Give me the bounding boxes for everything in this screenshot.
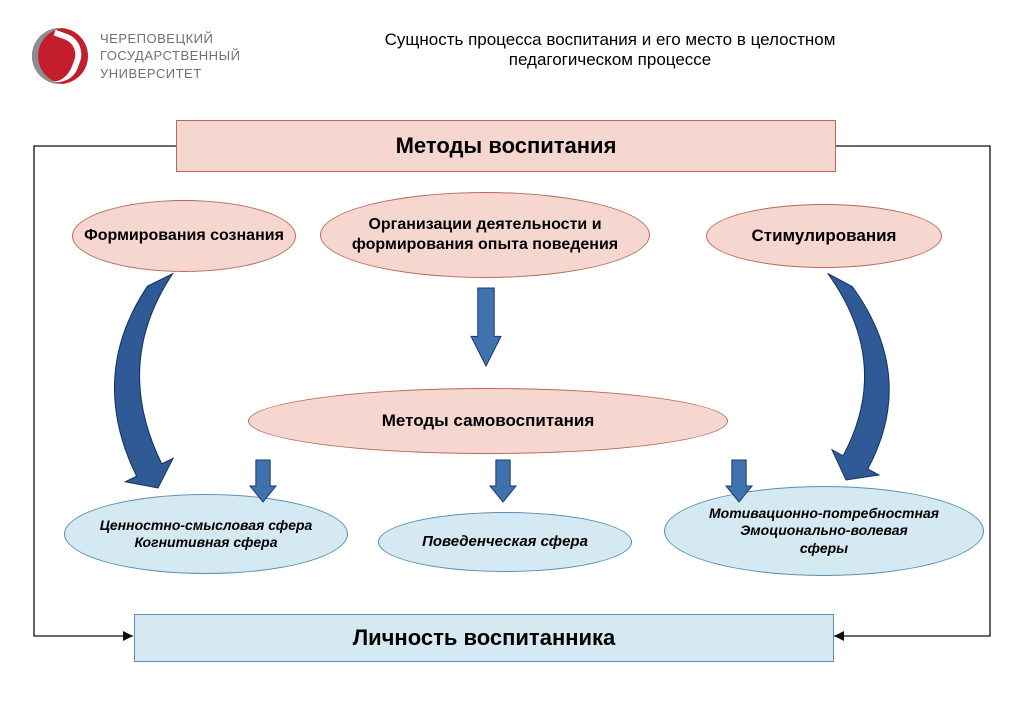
node-methods: Методы воспитания [176, 120, 836, 172]
logo-line1: ЧЕРЕПОВЕЦКИЙ [100, 30, 240, 48]
university-logo: ЧЕРЕПОВЕЦКИЙ ГОСУДАРСТВЕННЫЙ УНИВЕРСИТЕТ [32, 28, 240, 84]
logo-line3: УНИВЕРСИТЕТ [100, 65, 240, 83]
node-behavior-sphere: Поведенческая сфера [378, 512, 632, 572]
node-personality: Личность воспитанника [134, 614, 834, 662]
node-value-sphere: Ценностно-смысловая сфераКогнитивная сфе… [64, 494, 348, 574]
node-self-education: Методы самовоспитания [248, 388, 728, 454]
logo-line2: ГОСУДАРСТВЕННЫЙ [100, 47, 240, 65]
page-title: Сущность процесса воспитания и его место… [330, 30, 890, 70]
node-stimulation: Стимулирования [706, 204, 942, 268]
logo-text: ЧЕРЕПОВЕЦКИЙ ГОСУДАРСТВЕННЫЙ УНИВЕРСИТЕТ [100, 30, 240, 83]
node-organization: Организации деятельности и формирования … [320, 192, 650, 278]
diagram-stage: ЧЕРЕПОВЕЦКИЙ ГОСУДАРСТВЕННЫЙ УНИВЕРСИТЕТ… [0, 0, 1024, 708]
logo-mark-icon [32, 28, 88, 84]
node-formation: Формирования сознания [72, 200, 296, 272]
node-motiv-sphere: Мотивационно-потребностнаяЭмоционально-в… [664, 486, 984, 576]
arrows-layer [0, 0, 1024, 708]
